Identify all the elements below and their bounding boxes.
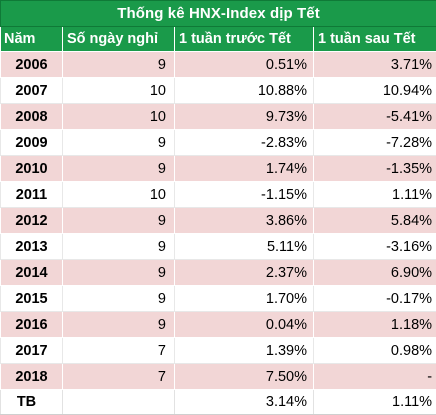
week-before-cell: 7.50% [175, 364, 314, 390]
week-after-cell: -7.28% [314, 130, 436, 156]
week-before-cell: 3.86% [175, 208, 314, 234]
average-days-cell [63, 390, 175, 415]
table-title: Thống kê HNX-Index dịp Tết [1, 1, 436, 27]
week-before-cell: 0.51% [175, 52, 314, 78]
days-off-cell: 9 [63, 260, 175, 286]
week-after-cell: -5.41% [314, 104, 436, 130]
week-after-cell: 3.71% [314, 52, 436, 78]
days-off-cell: 9 [63, 286, 175, 312]
week-after-cell: 5.84% [314, 208, 436, 234]
year-cell: 2007 [1, 78, 63, 104]
days-off-cell: 10 [63, 78, 175, 104]
days-off-cell: 9 [63, 156, 175, 182]
year-cell: 2012 [1, 208, 63, 234]
days-off-cell: 10 [63, 104, 175, 130]
year-cell: 2006 [1, 52, 63, 78]
year-cell: 2011 [1, 182, 63, 208]
year-cell: 2017 [1, 338, 63, 364]
year-cell: 2014 [1, 260, 63, 286]
column-header-week-after: 1 tuần sau Tết [314, 27, 436, 52]
title-row: Thống kê HNX-Index dịp Tết [1, 1, 436, 27]
week-before-cell: 10.88% [175, 78, 314, 104]
year-cell: 2018 [1, 364, 63, 390]
average-week-before: 3.14% [175, 390, 314, 415]
year-cell: 2010 [1, 156, 63, 182]
average-row: TB 3.14% 1.11% [1, 390, 436, 415]
week-before-cell: -1.15% [175, 182, 314, 208]
days-off-cell: 9 [63, 52, 175, 78]
days-off-cell: 9 [63, 130, 175, 156]
week-after-cell: 1.11% [314, 182, 436, 208]
week-before-cell: 2.37% [175, 260, 314, 286]
days-off-cell: 7 [63, 338, 175, 364]
year-cell: 2015 [1, 286, 63, 312]
week-after-cell: -3.16% [314, 234, 436, 260]
year-cell: 2013 [1, 234, 63, 260]
week-before-cell: 1.74% [175, 156, 314, 182]
week-after-cell: 10.94% [314, 78, 436, 104]
days-off-cell: 9 [63, 234, 175, 260]
year-cell: 2008 [1, 104, 63, 130]
week-before-cell: 1.39% [175, 338, 314, 364]
header-row: Năm Số ngày nghỉ 1 tuần trước Tết 1 tuần… [1, 27, 436, 52]
days-off-cell: 7 [63, 364, 175, 390]
week-before-cell: 0.04% [175, 312, 314, 338]
column-header-year: Năm [1, 27, 63, 52]
week-before-cell: 1.70% [175, 286, 314, 312]
week-after-cell: -1.35% [314, 156, 436, 182]
days-off-cell: 10 [63, 182, 175, 208]
days-off-cell: 9 [63, 312, 175, 338]
column-header-week-before: 1 tuần trước Tết [175, 27, 314, 52]
week-before-cell: -2.83% [175, 130, 314, 156]
year-cell: 2009 [1, 130, 63, 156]
average-label: TB [1, 390, 63, 415]
average-week-after: 1.11% [314, 390, 436, 415]
week-after-cell: 6.90% [314, 260, 436, 286]
week-after-cell: - [314, 364, 436, 390]
days-off-cell: 9 [63, 208, 175, 234]
week-after-cell: 0.98% [314, 338, 436, 364]
week-after-cell: 1.18% [314, 312, 436, 338]
statistics-sheet: Thống kê HNX-Index dịp Tết Năm Số ngày n… [0, 0, 436, 401]
column-header-days-off: Số ngày nghỉ [63, 27, 175, 52]
week-before-cell: 5.11% [175, 234, 314, 260]
year-cell: 2016 [1, 312, 63, 338]
week-before-cell: 9.73% [175, 104, 314, 130]
week-after-cell: -0.17% [314, 286, 436, 312]
